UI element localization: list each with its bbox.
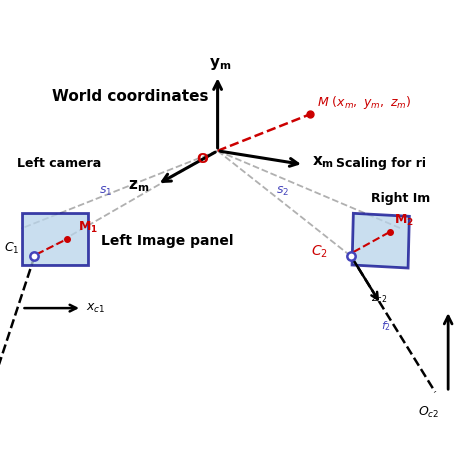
Text: Right Im: Right Im [371,191,430,205]
Text: $s_1$: $s_1$ [99,185,112,198]
Text: Left camera: Left camera [17,157,101,170]
Text: $\mathbf{x_m}$: $\mathbf{x_m}$ [311,155,334,170]
Text: World coordinates: World coordinates [52,90,208,104]
Text: $f_2$: $f_2$ [382,319,392,333]
Text: $O_{c2}$: $O_{c2}$ [418,405,439,420]
Text: $z_{c2}$: $z_{c2}$ [371,293,387,305]
Text: O: O [196,152,208,166]
Text: $\mathbf{y_m}$: $\mathbf{y_m}$ [209,56,231,72]
Text: Scaling for ri: Scaling for ri [336,157,426,170]
Polygon shape [21,213,88,265]
Text: $M\ (x_m,\ y_m,\ z_m)$: $M\ (x_m,\ y_m,\ z_m)$ [317,94,411,111]
Text: $\mathbf{z_m}$: $\mathbf{z_m}$ [128,179,149,194]
Text: $\mathbf{M_1}$: $\mathbf{M_1}$ [78,220,98,235]
Text: $s_2$: $s_2$ [276,185,289,198]
Text: $C_2$: $C_2$ [310,244,328,260]
Text: $\mathbf{M_2}$: $\mathbf{M_2}$ [394,212,414,228]
Text: $C_1$: $C_1$ [4,241,20,256]
Text: $x_{c1}$: $x_{c1}$ [86,301,105,315]
Text: Left Image panel: Left Image panel [101,234,234,248]
Polygon shape [352,213,410,268]
